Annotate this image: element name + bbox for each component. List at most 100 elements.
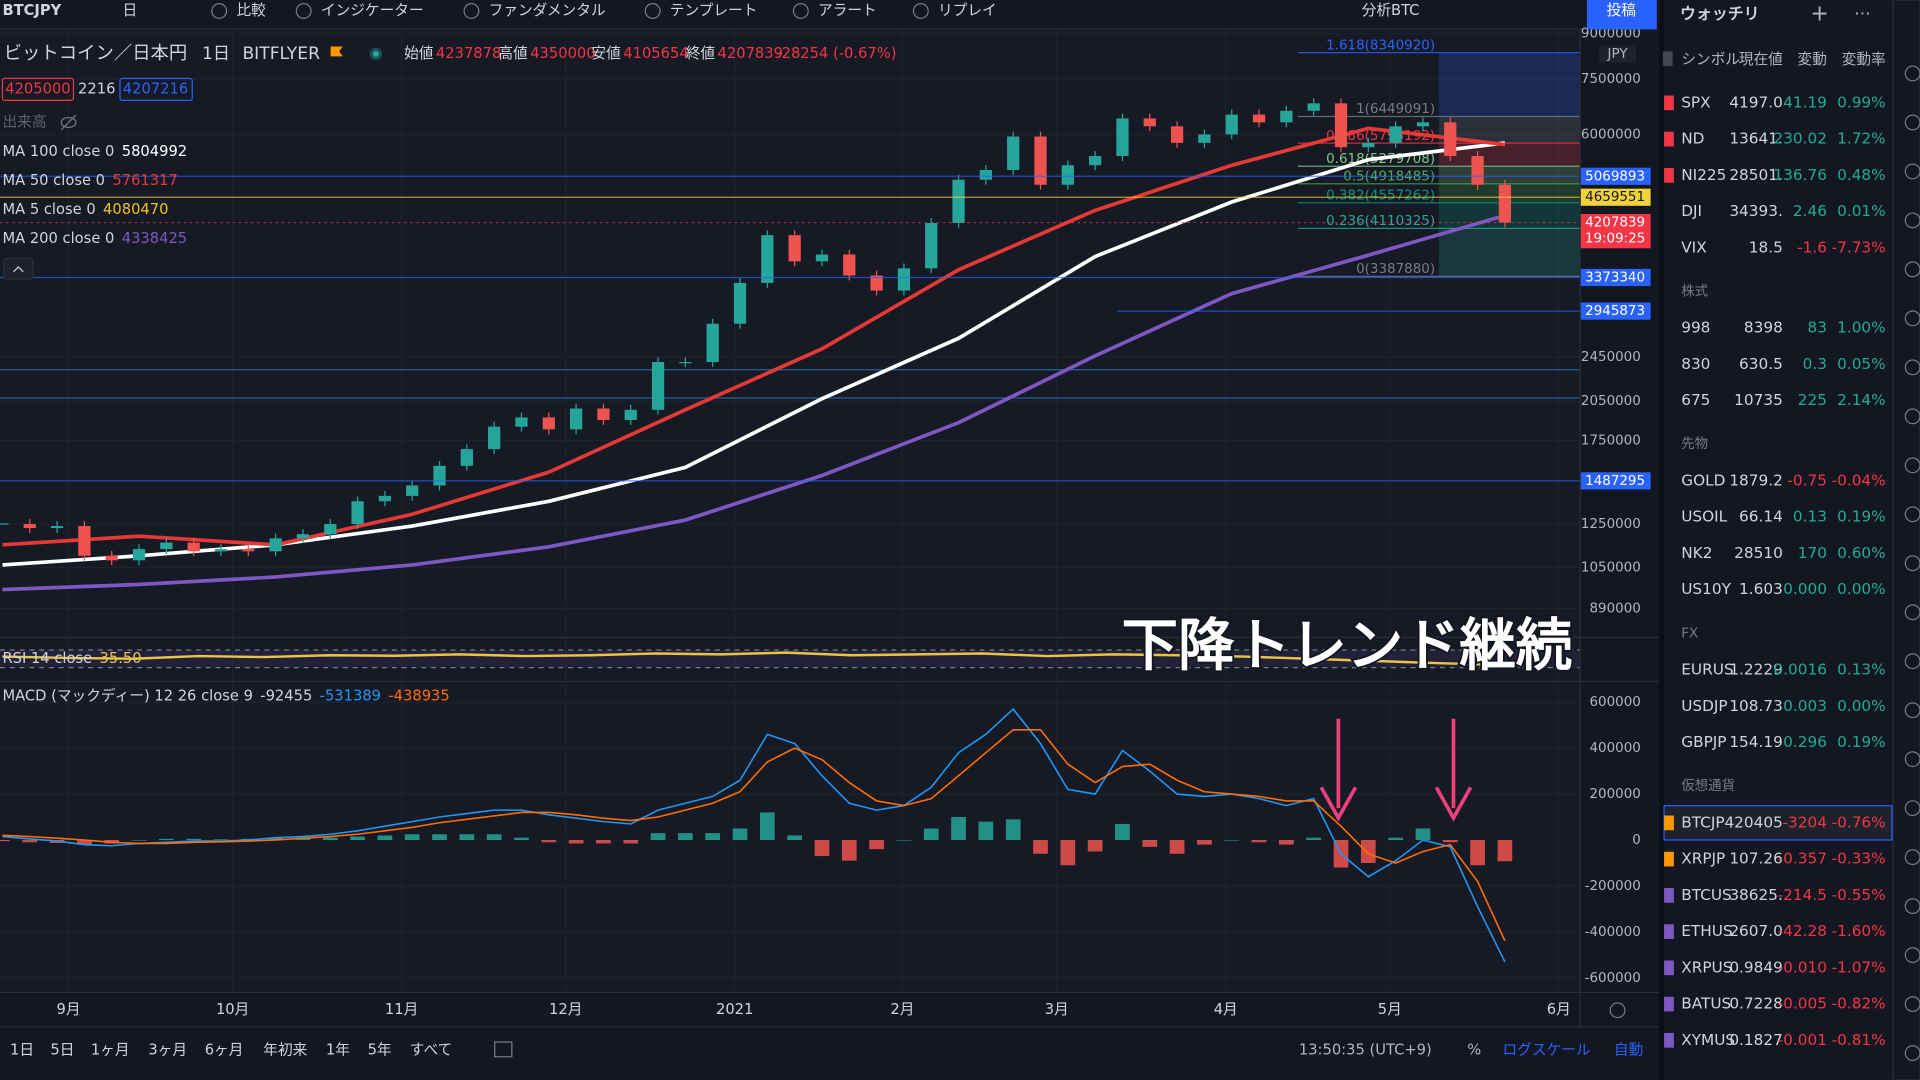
side-icon[interactable] [1904,996,1920,1013]
side-icon[interactable] [1904,114,1920,131]
symbol[interactable]: GOLD [1681,471,1725,489]
layout-name[interactable]: 分析BTC [1362,2,1420,19]
symbol[interactable]: GBPJP [1681,733,1726,751]
goto-icon[interactable] [494,1041,513,1058]
toolbar-icon[interactable] [295,3,312,19]
candle [351,501,364,525]
toolbar-icon[interactable] [792,3,809,19]
toolbar-icon[interactable] [211,3,228,19]
side-icon[interactable] [1904,555,1920,572]
range-button[interactable]: 1年 [326,1042,350,1059]
side-icon[interactable] [1904,506,1920,523]
range-button[interactable]: 年初来 [263,1042,307,1059]
indicator-value: 5761317 [112,172,177,189]
range-button[interactable]: 6ヶ月 [205,1042,244,1059]
toolbar-item[interactable]: 比較 [236,2,266,19]
symbol[interactable]: ND [1681,130,1704,148]
symbol[interactable]: USOIL [1681,508,1727,526]
symbol[interactable]: DJI [1681,202,1702,220]
range-button[interactable]: 5日 [50,1042,74,1059]
side-icon[interactable] [1904,849,1920,866]
symbol[interactable]: BATUS [1681,995,1731,1013]
eye-icon[interactable] [60,116,77,128]
toolbar-icon[interactable] [912,3,929,19]
side-icon[interactable] [1904,457,1920,474]
side-icon[interactable] [1904,653,1920,670]
symbol[interactable]: USDJP [1681,697,1727,715]
column-header[interactable]: 変動率 [1842,51,1886,68]
interval-button[interactable]: 日 [122,2,137,19]
side-icon[interactable] [1904,163,1920,180]
side-icon[interactable] [1904,800,1920,817]
publish-button[interactable] [1586,0,1657,30]
side-icon[interactable] [1904,702,1920,719]
symbol[interactable]: EURUS [1681,661,1733,679]
auto-toggle[interactable]: 自動 [1614,1042,1643,1059]
change-percent: -0.82% [1832,995,1886,1013]
side-icon[interactable] [1904,65,1920,82]
symbol[interactable]: XYMUS [1681,1031,1735,1049]
collapse-button[interactable] [3,257,34,280]
toolbar-item[interactable]: テンプレート [670,2,758,19]
symbol[interactable]: BTCJP [1681,813,1724,831]
histogram-bar [978,821,994,840]
column-header[interactable]: シンボル [1681,51,1740,68]
symbol[interactable]: US10Y [1681,580,1731,598]
bid-box [1,77,75,102]
side-icon[interactable] [1904,212,1920,229]
symbol[interactable]: BTCUS [1681,886,1732,904]
settings-icon[interactable] [1609,1002,1626,1019]
indicator-label: MA 50 close 0 [2,172,105,189]
range-button[interactable]: 1ヶ月 [91,1042,130,1059]
row-flag [1664,960,1674,976]
range-button[interactable]: 3ヶ月 [148,1042,187,1059]
selected-row [1663,805,1893,841]
symbol[interactable]: NK2 [1681,544,1712,562]
symbol[interactable]: XRPUS [1681,958,1732,976]
symbol[interactable]: ETHUS [1681,922,1732,940]
symbol[interactable]: NI225 [1681,166,1726,184]
toolbar-icon[interactable] [463,3,480,19]
more-button[interactable]: ··· [1854,5,1870,25]
symbol[interactable]: BTCJPY [2,2,61,19]
side-icon[interactable] [1904,751,1920,768]
collapse-icon[interactable] [13,266,24,273]
publish-label[interactable]: 投稿 [1607,2,1636,19]
symbol[interactable]: SPX [1681,93,1710,111]
percent-toggle[interactable]: % [1467,1042,1481,1059]
log-toggle[interactable]: ログスケール [1502,1042,1590,1059]
toolbar-item[interactable]: アラート [818,2,877,19]
side-icon[interactable] [1904,1045,1920,1062]
range-button[interactable]: 1日 [10,1042,34,1059]
eye-icon[interactable] [60,114,77,131]
side-icon[interactable] [1904,604,1920,621]
range-button[interactable]: 5年 [368,1042,392,1059]
ask-box [119,77,193,102]
toolbar-item[interactable]: ファンダメンタル [489,2,606,19]
symbol[interactable]: 830 [1681,355,1710,373]
symbol[interactable]: XRPJP [1681,850,1725,868]
candle [406,485,419,496]
side-icon[interactable] [1904,261,1920,278]
side-icon[interactable] [1904,947,1920,964]
symbol[interactable]: 675 [1681,391,1710,409]
toolbar-item[interactable]: インジケーター [321,2,424,19]
histogram-bar [186,838,202,840]
toolbar-icon[interactable] [644,3,661,19]
side-icon[interactable] [1904,408,1920,425]
y-tick-label: 890000 [1589,601,1640,616]
add-symbol[interactable]: + [1810,2,1828,27]
side-icon[interactable] [1904,359,1920,376]
side-icon[interactable] [1904,310,1920,327]
range-button[interactable]: すべて [410,1042,452,1059]
histogram-bar [841,840,857,861]
column-header[interactable]: 現在値 [1739,51,1783,68]
watchlist-title[interactable]: ウォッチリ [1680,4,1760,23]
symbol[interactable]: 998 [1681,319,1710,337]
side-icon[interactable] [1904,898,1920,915]
y-tick-label: 2450000 [1581,350,1641,365]
column-header[interactable]: 変動 [1798,51,1827,68]
toolbar-item[interactable]: リプレイ [938,2,997,19]
last-price: 8398 [1744,319,1783,337]
symbol[interactable]: VIX [1681,238,1706,256]
